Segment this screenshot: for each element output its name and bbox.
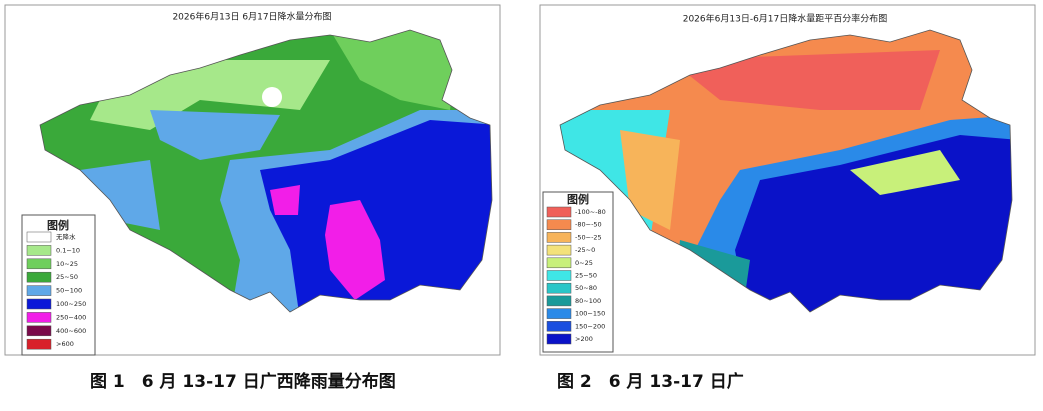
legend-swatch: [546, 206, 572, 218]
legend: 无降水 0.1~10 10~25 25~50 50~100 100~250 250~400 4…: [26, 231, 86, 350]
legend-label: -25~0: [575, 246, 595, 254]
legend-swatch: [546, 232, 572, 243]
legend-label: 25~50: [56, 273, 78, 281]
legend-label: >600: [56, 340, 74, 348]
legend-swatch: [26, 245, 52, 256]
legend-swatch: [546, 219, 572, 230]
legend-label: 80~100: [575, 297, 601, 305]
legend-label: 25~50: [575, 272, 597, 280]
legend-swatch: [26, 271, 52, 283]
legend-swatch: [26, 338, 52, 350]
legend-label: 50~100: [56, 287, 82, 295]
caption: 图 1 6 月 13-17 日广西降雨量分布图: [90, 371, 396, 392]
legend-swatch: [26, 312, 52, 323]
map-rainfall: 2026年6月13日 6月17日降水量分布图 图例 无降水 0.1~10 10~25…: [4, 4, 501, 392]
legend-label: -100~-80: [575, 208, 606, 216]
legend-swatch: [546, 333, 572, 345]
legend-label: 10~25: [56, 260, 78, 268]
legend-label: -80~-50: [575, 221, 602, 229]
legend-label: 无降水: [56, 232, 76, 241]
legend-label: 400~600: [56, 327, 86, 335]
legend-label: -50~-25: [575, 233, 602, 241]
legend-label: 100~150: [575, 310, 605, 318]
legend-title: 图例: [47, 218, 69, 232]
legend-swatch: [546, 295, 572, 307]
legend-swatch: [546, 321, 572, 332]
map-title: 2026年6月13日 6月17日降水量分布图: [172, 11, 331, 23]
legend-swatch: [546, 282, 572, 294]
legend-swatch: [26, 285, 52, 296]
legend-swatch: [546, 270, 572, 281]
legend-label: 50~80: [575, 284, 597, 292]
map-anomaly: 2026年6月13日-6月17日降水量距平百分率分布图 图例 -100~-80-…: [539, 4, 1036, 392]
legend-label: >200: [575, 335, 593, 343]
legend-swatch: [546, 257, 572, 269]
legend-swatch: [546, 244, 572, 256]
legend-swatch: [546, 308, 572, 319]
map-title: 2026年6月13日-6月17日降水量距平百分率分布图: [683, 13, 888, 25]
legend-label: 250~400: [56, 313, 86, 321]
caption: 图 2 6 月 13-17 日广: [557, 371, 744, 392]
legend-label: 0~25: [575, 259, 593, 267]
legend-label: 100~250: [56, 300, 86, 308]
legend-label: 0.1~10: [56, 246, 80, 254]
legend-swatch: [26, 258, 52, 270]
legend-swatch: [26, 325, 52, 337]
legend-swatch: [26, 298, 52, 310]
legend-swatch: [26, 231, 52, 243]
legend-title: 图例: [567, 192, 589, 206]
legend: -100~-80 -80~-50 -50~-25 -25~0 0~25 25~50 50~8…: [546, 206, 606, 345]
legend-label: 150~200: [575, 322, 605, 330]
